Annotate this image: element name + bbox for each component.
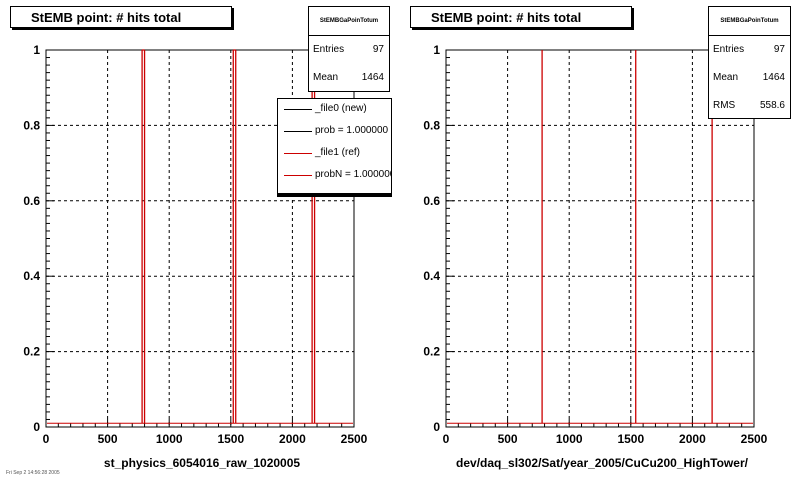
panel-2-stats-row-entries: Entries 97: [709, 36, 790, 64]
legend-label: probN = 1.000000: [315, 169, 392, 180]
x-tick-label: 2000: [279, 432, 306, 446]
y-tick-label: 0.4: [23, 269, 40, 283]
footer-timestamp: Fri Sep 2 14:56:28 2005: [6, 470, 60, 476]
stats-value: 558.6: [759, 100, 785, 111]
y-tick-label: 0.8: [423, 118, 440, 132]
x-axis-label: dev/daq_sl302/Sat/year_2005/CuCu200_High…: [456, 456, 749, 470]
stats-key: Mean: [713, 72, 739, 83]
legend-entry: _file1 (ref): [278, 143, 391, 165]
legend-label: _file0 (new): [315, 103, 367, 114]
x-tick-label: 2500: [341, 432, 368, 446]
legend-entry: probN = 1.000000: [278, 165, 391, 187]
legend-swatch: [284, 131, 312, 132]
x-tick-label: 0: [43, 432, 50, 446]
y-tick-label: 0.8: [23, 118, 40, 132]
stats-key: Mean: [313, 72, 339, 83]
x-tick-label: 2500: [741, 432, 768, 446]
panel-1-legend: _file0 (new) prob = 1.000000 _file1 (ref…: [277, 98, 392, 194]
panel-2-stats-box: StEMBGaPoinTotum Entries 97 Mean 1464 RM…: [708, 6, 791, 119]
panel-1-stats-name: StEMBGaPoinTotum: [309, 7, 389, 36]
stats-key: Entries: [313, 44, 345, 55]
x-tick-label: 1500: [217, 432, 244, 446]
x-tick-label: 500: [98, 432, 118, 446]
panel-2-stats-row-rms: RMS 558.6: [709, 92, 790, 120]
x-tick-label: 0: [443, 432, 450, 446]
x-tick-label: 1000: [556, 432, 583, 446]
y-tick-label: 0.4: [423, 269, 440, 283]
y-tick-label: 1: [433, 43, 440, 57]
legend-swatch: [284, 109, 312, 110]
y-tick-label: 0: [433, 420, 440, 434]
stats-value: 1464: [361, 72, 384, 83]
y-tick-label: 0: [33, 420, 40, 434]
panel-2-stats-row-mean: Mean 1464: [709, 64, 790, 92]
x-tick-label: 2000: [679, 432, 706, 446]
panel-1-stats-box: StEMBGaPoinTotum Entries 97 Mean 1464: [308, 6, 390, 92]
y-tick-label: 0.2: [423, 345, 440, 359]
x-tick-label: 1500: [617, 432, 644, 446]
legend-swatch: [284, 175, 312, 176]
y-tick-label: 0.6: [23, 194, 40, 208]
panel-1-title-text: StEMB point: # hits total: [31, 10, 182, 25]
legend-swatch: [284, 153, 312, 154]
y-tick-label: 0.6: [423, 194, 440, 208]
x-tick-label: 1000: [156, 432, 183, 446]
panel-2-stats-name: StEMBGaPoinTotum: [709, 7, 790, 36]
panel-2-title-text: StEMB point: # hits total: [431, 10, 582, 25]
stats-key: Entries: [713, 44, 745, 55]
x-tick-label: 500: [498, 432, 518, 446]
y-tick-label: 0.2: [23, 345, 40, 359]
legend-entry: prob = 1.000000: [278, 121, 391, 143]
stats-value: 97: [372, 44, 384, 55]
panel-1-title: StEMB point: # hits total: [10, 6, 232, 28]
legend-label: prob = 1.000000: [315, 125, 389, 136]
panel-1-stats-row-mean: Mean 1464: [309, 64, 389, 92]
legend-label: _file1 (ref): [315, 147, 361, 158]
legend-entry: _file0 (new): [278, 99, 391, 121]
panel-2-title: StEMB point: # hits total: [410, 6, 632, 28]
x-axis-label: st_physics_6054016_raw_1020005: [104, 456, 300, 470]
stats-value: 1464: [762, 72, 785, 83]
panel-1-stats-row-entries: Entries 97: [309, 36, 389, 64]
y-tick-label: 1: [33, 43, 40, 57]
stats-value: 97: [773, 44, 785, 55]
stats-key: RMS: [713, 100, 736, 111]
